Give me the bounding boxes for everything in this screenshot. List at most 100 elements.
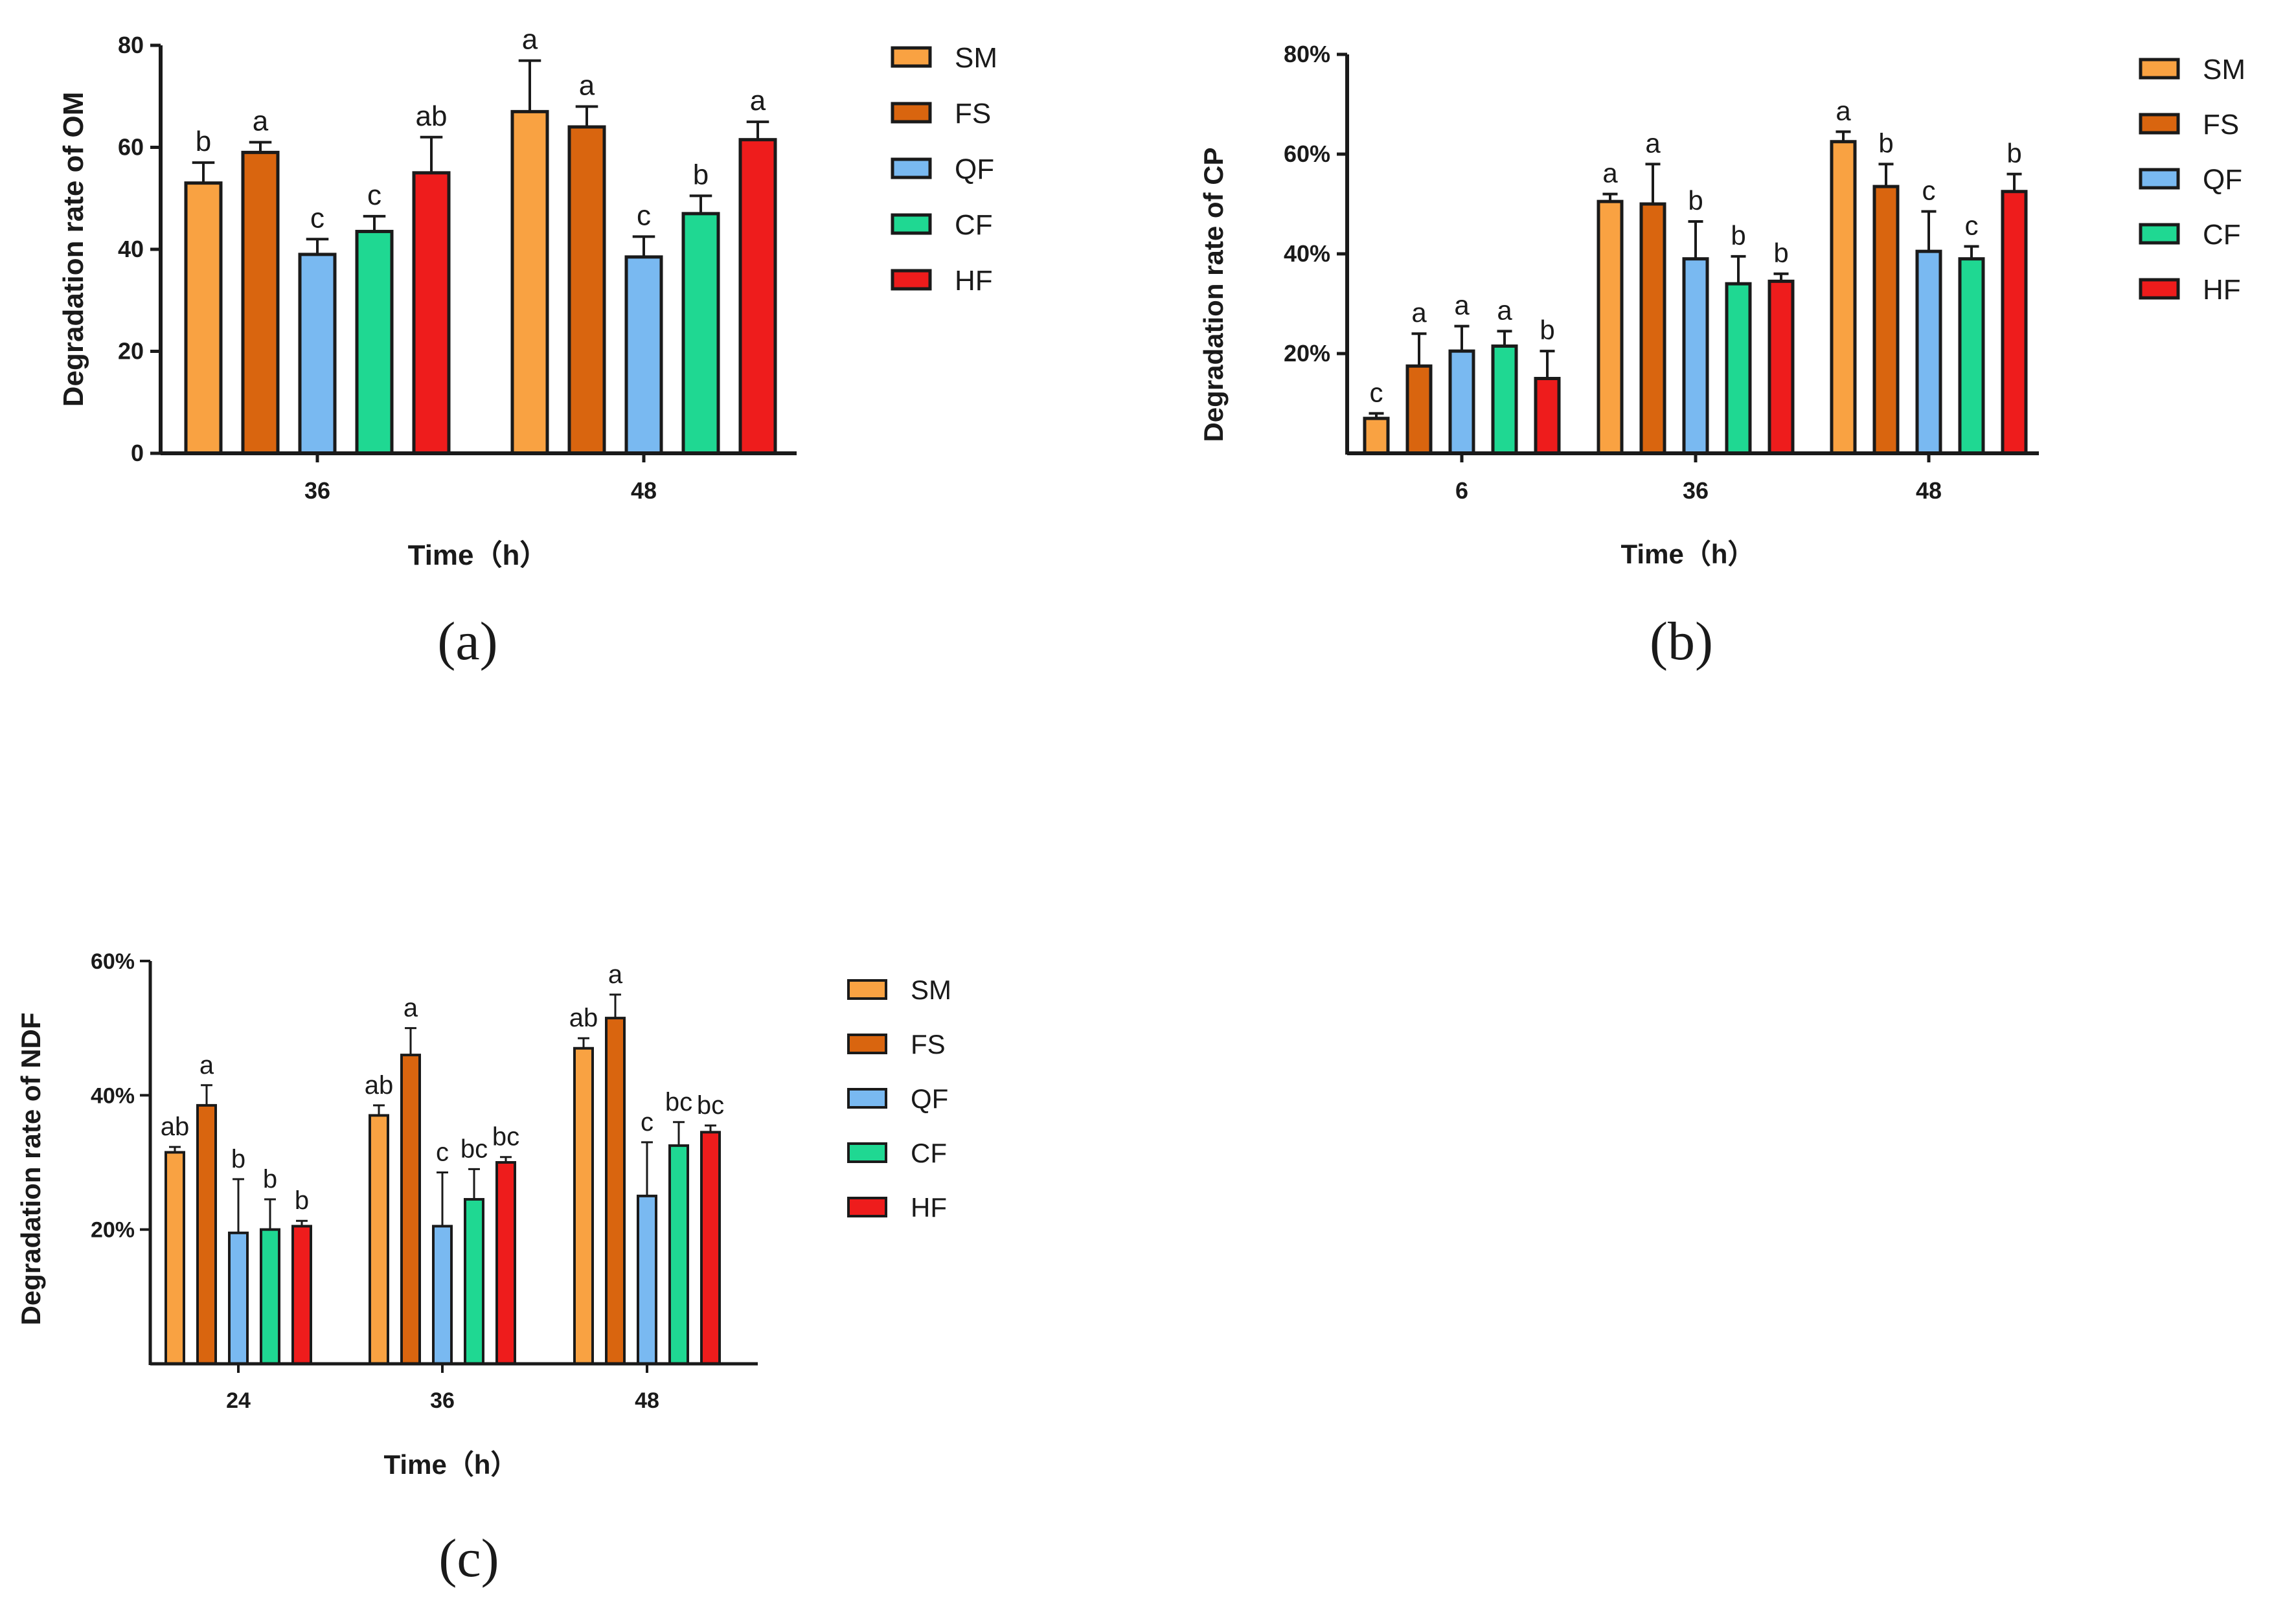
significance-letter: a xyxy=(1645,128,1661,158)
significance-letter: a xyxy=(1411,297,1427,328)
bar-hf xyxy=(1534,377,1561,455)
legend-label-cf: CF xyxy=(2203,219,2241,251)
significance-letter: c xyxy=(436,1138,449,1167)
significance-letter: c xyxy=(1965,210,1979,240)
bar-cf xyxy=(681,212,720,455)
significance-letter: a xyxy=(522,24,538,56)
bar-hf xyxy=(738,138,777,455)
bar-qf xyxy=(1915,249,1942,455)
significance-letter: b xyxy=(231,1145,245,1173)
bar-qf xyxy=(1448,349,1475,455)
y-tick-label: 60% xyxy=(91,949,135,974)
significance-letter: a xyxy=(579,70,595,102)
y-tick-label: 20 xyxy=(118,338,144,365)
bar-fs xyxy=(196,1103,217,1365)
x-tick-label: 36 xyxy=(1683,477,1709,504)
legend-label-hf: HF xyxy=(2203,274,2241,306)
bar-fs xyxy=(567,125,606,455)
y-tick-label: 80% xyxy=(1284,41,1330,67)
y-axis-title: Degradation rate of OM xyxy=(58,92,89,407)
bar-cf xyxy=(260,1228,280,1365)
legend-swatch-qf xyxy=(2139,168,2180,190)
significance-letter: bc xyxy=(697,1091,724,1120)
legend-swatch-fs xyxy=(891,102,932,124)
bar-hf xyxy=(2001,190,2028,455)
bar-fs xyxy=(400,1054,421,1365)
legend-swatch-fs xyxy=(847,1034,887,1054)
significance-letter: b xyxy=(263,1165,277,1193)
x-tick-label: 36 xyxy=(430,1388,455,1413)
x-tick-label: 6 xyxy=(1455,477,1468,504)
significance-letter: ab xyxy=(365,1071,394,1100)
panel-label: (a) xyxy=(437,611,497,672)
legend-swatch-hf xyxy=(847,1197,887,1217)
y-tick-label: 40% xyxy=(91,1083,135,1108)
x-tick-label: 48 xyxy=(1916,477,1942,504)
y-tick-label: 80 xyxy=(118,32,144,58)
bar-sm xyxy=(165,1151,185,1365)
bar-fs xyxy=(241,150,280,455)
x-tick-label: 36 xyxy=(304,477,330,504)
y-tick-label: 60 xyxy=(118,134,144,161)
significance-letter: bc xyxy=(492,1123,519,1151)
bar-qf xyxy=(1682,257,1709,455)
legend-swatch-qf xyxy=(847,1088,887,1109)
legend-label-hf: HF xyxy=(911,1192,947,1223)
chart-a: b a c c ab 36 a a c b a 48 0 20 40 60 80 Time（h） Degradati… xyxy=(58,24,997,672)
bar-hf xyxy=(412,171,451,455)
legend-label-hf: HF xyxy=(955,265,993,297)
bar-fs xyxy=(1639,202,1666,455)
chart-b: ca a ab6aabbb36abccb4820%40%60%80%Time（h）D… xyxy=(1198,41,2245,672)
bar-sm xyxy=(1597,199,1624,455)
significance-letter: c xyxy=(637,199,651,231)
legend-label-qf: QF xyxy=(955,153,994,185)
legend-swatch-fs xyxy=(2139,113,2180,135)
legend-label-qf: QF xyxy=(2203,164,2242,196)
x-tick-label: 24 xyxy=(226,1388,251,1413)
bar-fs xyxy=(1872,185,1900,455)
significance-letter: a xyxy=(253,106,269,137)
legend-label-sm: SM xyxy=(911,975,951,1005)
significance-letter: b xyxy=(693,159,709,190)
y-tick-label: 40% xyxy=(1284,240,1330,267)
panel-label: (b) xyxy=(1650,611,1713,672)
significance-letter: b xyxy=(295,1186,309,1215)
bar-cf xyxy=(1725,282,1752,455)
bar-hf xyxy=(700,1131,721,1365)
legend-label-fs: FS xyxy=(2203,109,2239,141)
bar-fs xyxy=(605,1017,626,1366)
bar-sm xyxy=(369,1114,389,1366)
legend-label-sm: SM xyxy=(2203,54,2245,85)
y-tick-label: 20% xyxy=(91,1218,135,1243)
bar-cf xyxy=(1958,257,1985,455)
y-tick-label: 20% xyxy=(1284,340,1330,367)
bar-sm xyxy=(1830,140,1857,455)
bar-cf xyxy=(464,1198,484,1366)
legend-swatch-cf xyxy=(891,213,932,235)
bar-cf xyxy=(355,229,394,455)
significance-letter: c xyxy=(1370,377,1383,407)
significance-letter: ab xyxy=(569,1004,598,1032)
panel-label: (c) xyxy=(438,1528,499,1589)
significance-letter: b xyxy=(196,126,211,157)
bar-qf xyxy=(637,1194,657,1366)
bar-qf xyxy=(432,1225,453,1365)
legend-swatch-sm xyxy=(2139,58,2180,80)
bar-cf xyxy=(1491,344,1518,455)
significance-letter: c xyxy=(641,1108,654,1136)
y-axis-title: Degradation rate of NDF xyxy=(16,1012,46,1325)
legend-label-qf: QF xyxy=(911,1083,948,1114)
significance-letter: c xyxy=(1922,175,1936,206)
x-axis-title: Time（h） xyxy=(1621,539,1755,569)
legend-swatch-cf xyxy=(2139,223,2180,245)
bar-qf xyxy=(298,253,337,455)
legend-label-fs: FS xyxy=(911,1029,946,1059)
significance-letter: c xyxy=(310,202,324,234)
significance-letter: a xyxy=(1836,95,1851,126)
legend-swatch-sm xyxy=(891,46,932,68)
bar-sm xyxy=(1363,416,1390,455)
x-tick-label: 48 xyxy=(635,1388,659,1413)
legend-swatch-sm xyxy=(847,979,887,1000)
bar-qf xyxy=(228,1231,249,1365)
